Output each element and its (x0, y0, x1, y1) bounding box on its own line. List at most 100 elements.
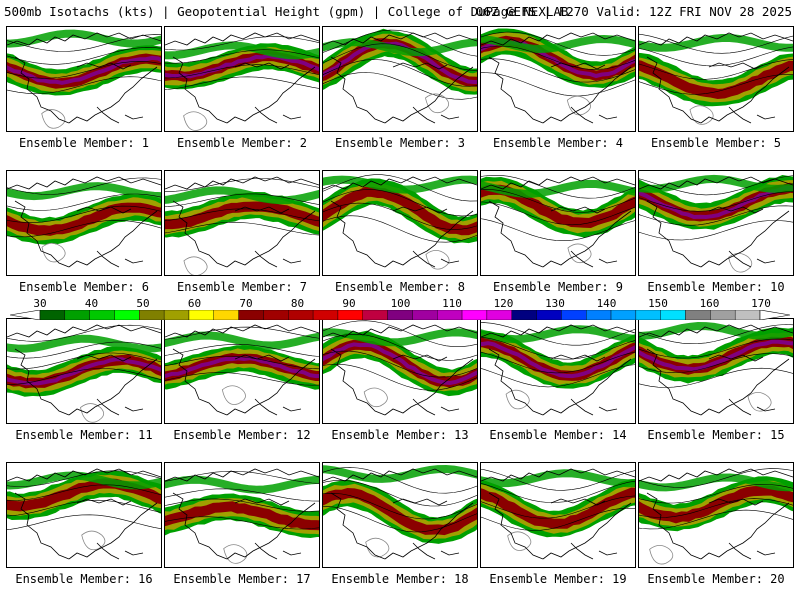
ensemble-member-14: Ensemble Member: 14 (480, 318, 636, 450)
ensemble-member-18: Ensemble Member: 18 (322, 462, 478, 594)
ensemble-member-label: Ensemble Member: 20 (647, 572, 785, 586)
colorbar-tick-label: 80 (290, 297, 305, 310)
ensemble-map-panel (6, 170, 162, 276)
ensemble-map-panel (164, 170, 320, 276)
ensemble-member-17: Ensemble Member: 17 (164, 462, 320, 594)
ensemble-member-label: Ensemble Member: 18 (331, 572, 469, 586)
colorbar-swatch (238, 310, 264, 320)
colorbar-swatch (412, 310, 438, 320)
height-contour (639, 324, 793, 345)
ensemble-member-9: Ensemble Member: 9 (480, 170, 636, 302)
height-contour (425, 249, 450, 270)
height-contour (639, 74, 793, 95)
colorbar-tick-label: 110 (442, 297, 462, 310)
height-contour (639, 175, 793, 196)
ensemble-map-panel (322, 462, 478, 568)
height-contour (481, 31, 635, 56)
height-contour (639, 46, 793, 67)
jet-band (323, 41, 477, 85)
height-contour (639, 483, 793, 504)
ensemble-map-panel (638, 170, 794, 276)
height-contour (425, 93, 450, 114)
ensemble-member-7: Ensemble Member: 7 (164, 170, 320, 302)
coastline (165, 468, 319, 560)
jet-band (7, 55, 161, 85)
ensemble-member-2: Ensemble Member: 2 (164, 26, 320, 158)
height-contour (639, 509, 793, 530)
colorbar-swatch (263, 310, 289, 320)
jet-band (323, 464, 477, 483)
height-contour (323, 72, 477, 100)
height-contour (183, 111, 208, 131)
height-contour (365, 537, 390, 558)
ensemble-map-panel (638, 318, 794, 424)
height-contour (507, 531, 532, 551)
jet-band (639, 60, 793, 100)
height-contour (323, 505, 477, 533)
colorbar-tick-label: 140 (596, 297, 617, 310)
ensemble-member-label: Ensemble Member: 13 (331, 428, 469, 442)
ensemble-member-label: Ensemble Member: 15 (647, 428, 785, 442)
height-contour (481, 364, 635, 388)
ensemble-member-label: Ensemble Member: 3 (334, 136, 466, 150)
ensemble-member-19: Ensemble Member: 19 (480, 462, 636, 594)
height-contour (639, 367, 793, 388)
coastline (481, 32, 635, 124)
ensemble-member-13: Ensemble Member: 13 (322, 318, 478, 450)
ensemble-member-label: Ensemble Member: 7 (176, 280, 308, 294)
ensemble-map-panel (322, 26, 478, 132)
ensemble-member-label: Ensemble Member: 19 (489, 572, 627, 586)
header: 500mb Isotachs (kts) | Geopotential Heig… (4, 4, 796, 20)
height-contour (221, 385, 246, 405)
colorbar-swatch (139, 310, 165, 320)
isotach-colorbar: 30 40 50 60 70 80 90 100 110 120 130 140 150 160 170 (10, 298, 790, 322)
ensemble-map-panel (6, 26, 162, 132)
height-contour (481, 336, 635, 360)
height-contour (165, 470, 319, 484)
jet-band (481, 325, 635, 344)
isotach-map (323, 320, 477, 416)
colorbar-tick-label: 100 (390, 297, 411, 310)
height-contour (639, 205, 793, 226)
isotach-map (481, 175, 635, 268)
colorbar-swatch (586, 310, 612, 320)
jet-band (165, 331, 319, 350)
jet-band (481, 341, 635, 379)
coastline (481, 176, 635, 268)
ensemble-member-4: Ensemble Member: 4 (480, 26, 636, 158)
jet-band (323, 328, 477, 347)
colorbar-swatch (511, 310, 537, 320)
colorbar-swatch (188, 310, 214, 320)
colorbar-swatch (734, 310, 761, 320)
colorbar-swatch (635, 310, 661, 320)
height-contour (689, 105, 714, 125)
jet-band (323, 186, 477, 236)
colorbar-tick-label: 150 (648, 297, 668, 310)
colorbar-swatch (610, 310, 637, 320)
ensemble-member-15: Ensemble Member: 15 (638, 318, 794, 450)
ensemble-member-label: Ensemble Member: 2 (176, 136, 308, 150)
colorbar-swatch (163, 310, 190, 320)
height-contour (323, 174, 477, 202)
height-contour (165, 326, 319, 340)
coastline (7, 324, 161, 416)
colorbar-swatch (387, 310, 413, 320)
colorbar-tick-label: 70 (239, 297, 253, 310)
colorbar-swatch (39, 310, 66, 320)
coastline (639, 324, 793, 416)
height-contour (323, 202, 477, 230)
height-contour (639, 468, 793, 488)
ensemble-member-label: Ensemble Member: 6 (18, 280, 150, 294)
coastline (323, 32, 477, 124)
height-contour (323, 492, 477, 520)
height-contour (41, 109, 66, 129)
coastline (165, 324, 319, 416)
coastline (7, 176, 161, 268)
colorbar-swatch (89, 310, 115, 320)
coastline (7, 32, 161, 124)
isotach-map (639, 174, 793, 273)
colorbar-tick-label: 170 (751, 297, 771, 310)
height-contour (7, 324, 161, 342)
height-contour (81, 530, 106, 551)
coastline (639, 468, 793, 560)
